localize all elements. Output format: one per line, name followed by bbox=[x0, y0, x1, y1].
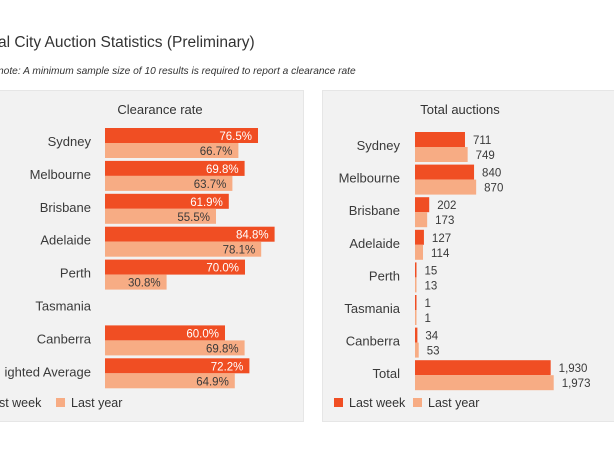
bar-clearance-last-year-7 bbox=[105, 373, 235, 389]
bar-clearance-last-week-7 bbox=[105, 358, 250, 374]
data-label-auctions-last-week-6: 34 bbox=[425, 331, 438, 343]
category-label-clearance-7: ighted Average bbox=[5, 364, 92, 379]
bar-clearance-last-week-1 bbox=[105, 160, 245, 176]
category-label-auctions-6: Canberra bbox=[346, 334, 401, 349]
data-label-clearance-last-week-6: 60.0% bbox=[186, 328, 219, 340]
data-label-clearance-last-week-2: 61.9% bbox=[190, 197, 223, 209]
bar-clearance-last-year-1 bbox=[105, 175, 233, 191]
bar-clearance-last-week-6 bbox=[105, 325, 225, 341]
bar-clearance-last-year-4 bbox=[105, 274, 167, 290]
legend-label-auctions-0: Last week bbox=[349, 396, 406, 410]
bar-clearance-last-year-2 bbox=[105, 208, 216, 224]
bar-auctions-last-week-5 bbox=[415, 295, 417, 310]
bar-clearance-last-week-3 bbox=[105, 226, 275, 242]
data-label-clearance-last-year-6: 69.8% bbox=[206, 343, 239, 355]
category-label-auctions-3: Adelaide bbox=[349, 236, 400, 251]
bar-auctions-last-year-7 bbox=[415, 375, 554, 391]
data-label-auctions-last-week-4: 15 bbox=[425, 265, 438, 277]
data-label-auctions-last-year-1: 870 bbox=[484, 183, 503, 195]
legend-swatch-auctions-1 bbox=[413, 398, 422, 407]
data-label-clearance-last-year-4: 30.8% bbox=[128, 278, 161, 290]
data-label-auctions-last-year-6: 53 bbox=[427, 346, 440, 358]
bar-auctions-last-year-1 bbox=[415, 179, 477, 195]
bar-clearance-last-year-0 bbox=[105, 143, 239, 158]
category-label-clearance-3: Adelaide bbox=[40, 233, 91, 248]
bar-auctions-last-year-2 bbox=[415, 212, 428, 228]
bar-auctions-last-week-7 bbox=[415, 360, 551, 376]
legend-label-auctions-1: Last year bbox=[428, 396, 479, 410]
data-label-auctions-last-year-0: 749 bbox=[476, 150, 495, 162]
category-label-clearance-6: Canberra bbox=[37, 331, 92, 346]
data-label-auctions-last-year-4: 13 bbox=[425, 280, 438, 292]
category-label-auctions-7: Total bbox=[373, 366, 401, 381]
legend-label-clearance-1: Last year bbox=[71, 396, 122, 410]
data-label-auctions-last-year-2: 173 bbox=[435, 215, 454, 227]
bar-auctions-last-week-3 bbox=[415, 229, 424, 245]
data-label-clearance-last-year-1: 63.7% bbox=[194, 179, 227, 191]
data-label-clearance-last-year-0: 66.7% bbox=[200, 146, 233, 158]
data-label-auctions-last-year-7: 1,973 bbox=[562, 378, 591, 390]
chart-title-clearance: Clearance rate bbox=[117, 102, 202, 117]
data-label-clearance-last-year-7: 64.9% bbox=[196, 376, 229, 388]
data-label-auctions-last-week-3: 127 bbox=[432, 233, 451, 245]
category-label-clearance-4: Perth bbox=[60, 266, 91, 281]
data-label-auctions-last-year-3: 114 bbox=[431, 248, 450, 260]
bar-auctions-last-week-1 bbox=[415, 164, 475, 180]
bar-clearance-last-week-2 bbox=[105, 193, 229, 209]
bar-clearance-last-week-4 bbox=[105, 259, 245, 275]
data-label-auctions-last-week-0: 711 bbox=[473, 135, 491, 147]
data-label-auctions-last-week-2: 202 bbox=[437, 200, 456, 212]
bar-auctions-last-year-0 bbox=[415, 147, 468, 162]
bar-auctions-last-week-6 bbox=[415, 327, 418, 343]
bar-auctions-last-week-4 bbox=[415, 262, 417, 278]
bar-clearance-last-year-3 bbox=[105, 241, 262, 257]
bar-clearance-last-week-0 bbox=[105, 128, 258, 143]
data-label-clearance-last-week-7: 72.2% bbox=[211, 361, 244, 373]
page-title: al City Auction Statistics (Preliminary) bbox=[0, 34, 255, 51]
bar-auctions-last-year-6 bbox=[415, 342, 419, 358]
data-label-clearance-last-week-4: 70.0% bbox=[206, 263, 239, 275]
category-label-auctions-4: Perth bbox=[369, 268, 400, 283]
data-label-clearance-last-week-0: 76.5% bbox=[219, 131, 252, 143]
data-label-auctions-last-week-7: 1,930 bbox=[559, 363, 588, 375]
category-label-clearance-2: Brisbane bbox=[40, 200, 91, 215]
bar-clearance-last-year-6 bbox=[105, 340, 245, 356]
category-label-auctions-1: Melbourne bbox=[339, 171, 400, 186]
data-label-auctions-last-week-5: 1 bbox=[425, 298, 431, 310]
data-label-auctions-last-week-1: 840 bbox=[482, 168, 501, 180]
legend-swatch-clearance-1 bbox=[56, 398, 65, 407]
category-label-clearance-5: Tasmania bbox=[35, 299, 91, 314]
data-label-auctions-last-year-5: 1 bbox=[425, 313, 431, 325]
bar-auctions-last-week-0 bbox=[415, 132, 465, 147]
data-label-clearance-last-week-3: 84.8% bbox=[236, 230, 269, 242]
category-label-clearance-0: Sydney bbox=[48, 134, 92, 149]
data-label-clearance-last-year-3: 78.1% bbox=[223, 245, 256, 257]
chart-title-auctions: Total auctions bbox=[420, 102, 500, 117]
bar-auctions-last-year-3 bbox=[415, 244, 424, 260]
bar-auctions-last-week-2 bbox=[415, 197, 430, 213]
bar-auctions-last-year-4 bbox=[415, 277, 417, 293]
legend-swatch-auctions-0 bbox=[334, 398, 343, 407]
page-note: note: A minimum sample size of 10 result… bbox=[0, 66, 356, 77]
category-label-auctions-2: Brisbane bbox=[349, 203, 400, 218]
bar-auctions-last-year-5 bbox=[415, 310, 417, 325]
category-label-auctions-0: Sydney bbox=[357, 138, 401, 153]
category-label-clearance-1: Melbourne bbox=[30, 167, 91, 182]
category-label-auctions-5: Tasmania bbox=[344, 301, 400, 316]
data-label-clearance-last-year-2: 55.5% bbox=[177, 212, 210, 224]
data-label-clearance-last-week-1: 69.8% bbox=[206, 164, 239, 176]
legend-label-clearance-0: ast week bbox=[0, 396, 42, 410]
